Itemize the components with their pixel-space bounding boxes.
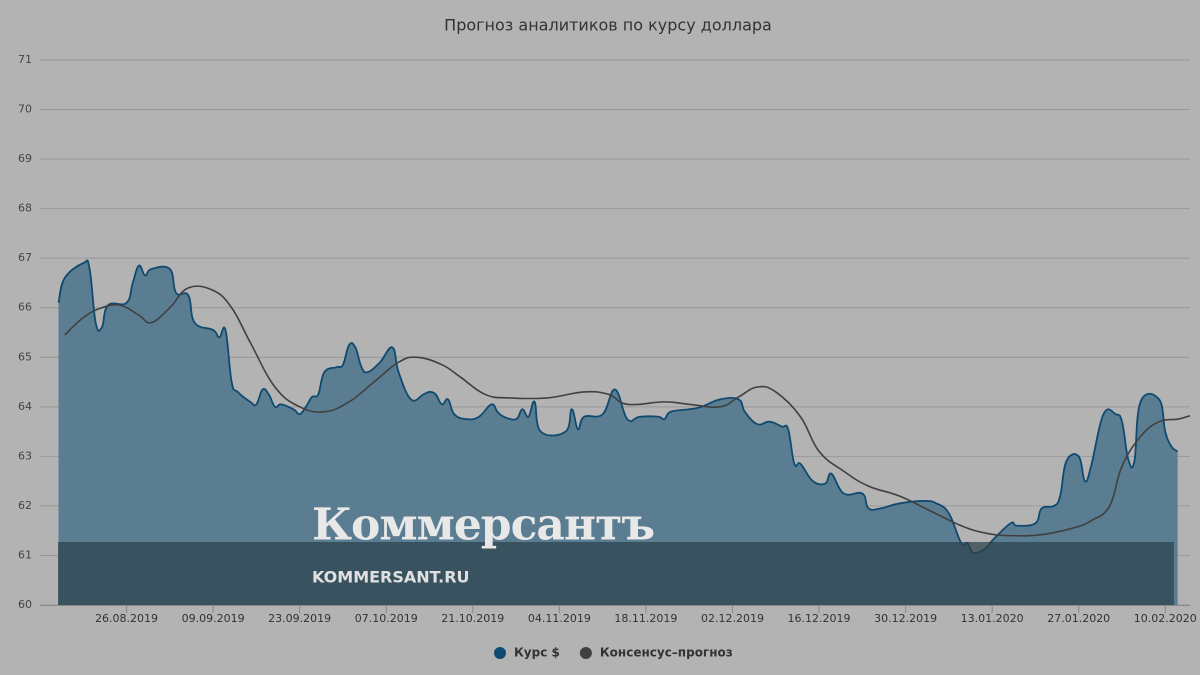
x-tick-label: 18.11.2019: [614, 612, 677, 625]
y-tick-label: 69: [18, 152, 32, 165]
legend-label: Курс $: [514, 646, 560, 660]
x-tick-label: 26.08.2019: [95, 612, 158, 625]
y-tick-label: 64: [18, 400, 32, 413]
x-tick-label: 16.12.2019: [788, 612, 851, 625]
y-tick-label: 62: [18, 499, 32, 512]
y-tick-label: 66: [18, 301, 32, 314]
legend-marker: [494, 647, 506, 659]
y-tick-label: 60: [18, 598, 32, 611]
x-tick-label: 09.09.2019: [182, 612, 245, 625]
y-tick-label: 68: [18, 202, 32, 215]
y-tick-label: 71: [18, 53, 32, 66]
x-tick-label: 10.02.2020: [1134, 612, 1197, 625]
x-tick-label: 30.12.2019: [874, 612, 937, 625]
watermark-site: KOMMERSANT.RU: [312, 568, 470, 587]
x-tick-label: 13.01.2020: [961, 612, 1024, 625]
line: [64, 285, 1191, 537]
legend-marker: [579, 647, 592, 659]
y-tick-label: 61: [18, 548, 32, 561]
line: [57, 259, 1179, 555]
x-tick-label: 23.09.2019: [268, 612, 331, 625]
area: [58, 260, 1178, 605]
chart-title: Прогноз аналитиков по курсу доллара: [444, 16, 772, 35]
x-tick-label: 02.12.2019: [701, 612, 764, 625]
y-tick-label: 65: [18, 350, 32, 363]
y-tick-label: 67: [18, 251, 32, 264]
x-tick-label: 07.10.2019: [355, 612, 418, 625]
legend-label: Консенсус–прогноз: [600, 646, 733, 660]
x-tick-label: 04.11.2019: [528, 612, 591, 625]
watermark-logo: Коммерсантъ: [312, 500, 654, 551]
x-tick-label: 21.10.2019: [441, 612, 504, 625]
x-tick-label: 27.01.2020: [1047, 612, 1110, 625]
y-tick-label: 63: [18, 449, 32, 462]
y-tick-label: 70: [18, 103, 32, 116]
watermark-band: [58, 542, 1174, 605]
